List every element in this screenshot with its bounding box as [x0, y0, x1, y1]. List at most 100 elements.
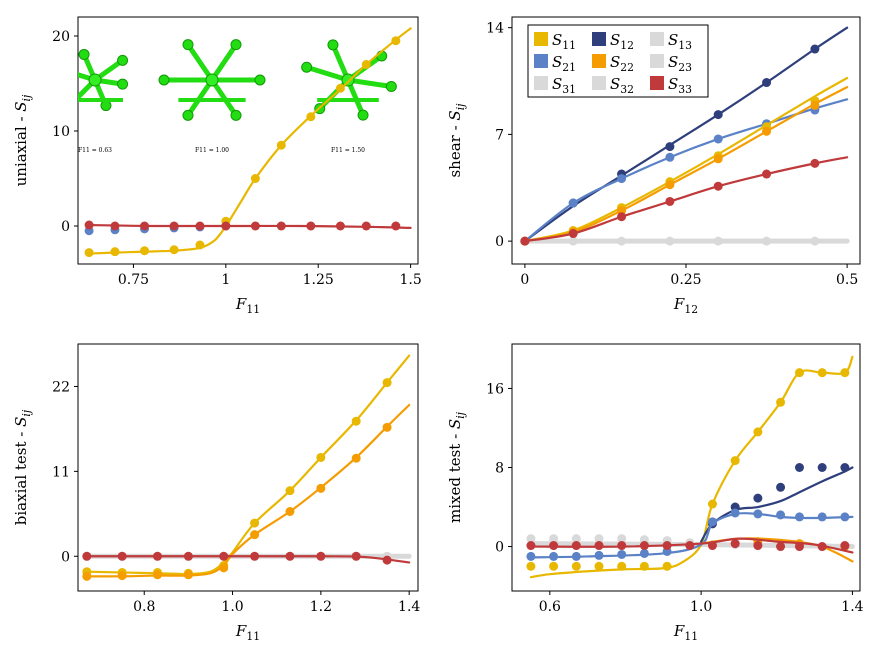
x-tick-label: 0.8: [133, 599, 155, 615]
legend-swatch-S13: [650, 32, 664, 46]
legend: S11 S12 S13 S21 S22 S23 S31 S32 S33: [527, 24, 709, 98]
data-point-S21: [571, 551, 581, 561]
data-point-S22: [219, 563, 229, 573]
data-point-S33: [753, 541, 763, 551]
data-point-S12: [753, 493, 763, 503]
lattice-hub: [341, 73, 355, 87]
data-point-S33: [549, 541, 559, 551]
data-point-S22: [665, 180, 675, 190]
data-point-S13: [594, 534, 604, 544]
data-point-S12: [665, 142, 675, 152]
plot-area: F11 = 0.63 F11 = 1.00 F11 = 1.50: [78, 27, 412, 258]
legend-label-S23: S23: [668, 53, 692, 74]
data-point-S33: [285, 551, 295, 561]
inset-label: F11 = 1.00: [195, 147, 229, 154]
legend-label-S33: S33: [668, 75, 692, 96]
x-tick-label: 0.25: [670, 272, 701, 288]
data-point-S22: [810, 100, 820, 110]
data-point-S33: [571, 541, 581, 551]
legend-box: [527, 24, 709, 98]
lattice-node: [100, 100, 112, 112]
y-tick-label: 10: [52, 124, 70, 140]
y-tick-label: 0: [495, 540, 504, 556]
legend-swatch-S32: [592, 76, 606, 90]
lattice-node: [182, 109, 194, 121]
x-tick-label: 1.0: [221, 599, 243, 615]
data-point-S11: [753, 427, 763, 437]
legend-swatch-S31: [534, 76, 548, 90]
data-point-S21: [794, 512, 804, 522]
series-S33: [84, 220, 412, 231]
data-point-S33: [730, 539, 740, 549]
legend-swatch-S21: [534, 54, 548, 68]
data-point-S13: [571, 534, 581, 544]
lattice-node: [230, 39, 242, 51]
data-point-S11: [571, 561, 581, 571]
series-S33: [526, 537, 854, 554]
x-tick-label: 1: [221, 272, 230, 288]
lattice-strut: [345, 77, 394, 89]
x-tick-label: 1.5: [399, 272, 421, 288]
data-point-S33: [617, 212, 627, 222]
lattice-inset: F11 = 0.63: [78, 48, 129, 154]
data-point-S13: [665, 236, 675, 246]
legend-label-S21: S21: [552, 53, 576, 74]
lattice-strut: [209, 77, 239, 118]
legend-swatch-S11: [534, 32, 548, 46]
data-point-S11: [250, 518, 260, 528]
lattice-node: [230, 109, 242, 121]
plot-area: [82, 354, 412, 581]
x-tick-label: 1.4: [841, 599, 863, 615]
lattice-hub: [88, 73, 102, 87]
data-point-S11: [195, 240, 205, 250]
data-point-S11: [794, 368, 804, 378]
data-point-S11: [110, 247, 120, 257]
data-point-S33: [662, 541, 672, 551]
data-point-S33: [382, 555, 392, 565]
data-point-S13: [568, 236, 578, 246]
x-tick-label: 0.75: [118, 272, 149, 288]
lattice-hub: [205, 73, 219, 87]
x-axis-label: F12: [673, 295, 698, 316]
data-point-S12: [840, 463, 850, 472]
x-tick-label: 1.4: [398, 599, 420, 615]
lattice-node: [182, 39, 194, 51]
data-point-S33: [316, 551, 326, 561]
data-point-S11: [391, 36, 401, 46]
data-point-S33: [520, 236, 530, 246]
legend-swatch-S33: [650, 76, 664, 90]
data-point-S11: [707, 499, 717, 509]
y-tick-label: 11: [52, 464, 70, 480]
legend-label-S12: S12: [610, 31, 634, 52]
data-point-S33: [335, 221, 345, 231]
data-point-S13: [617, 534, 627, 544]
plot-area: [526, 355, 855, 579]
legend-swatch-S22: [592, 54, 606, 68]
data-point-S13: [549, 534, 559, 544]
series-S21: [526, 508, 854, 561]
y-axis-label: uniaxial - Sij: [12, 94, 33, 186]
lattice-strut: [185, 77, 215, 118]
series-line-S11: [87, 27, 412, 255]
data-point-S21: [617, 549, 627, 559]
data-point-S33: [776, 542, 786, 552]
data-point-S33: [84, 220, 94, 230]
data-point-S11: [549, 561, 559, 571]
data-point-S21: [639, 548, 649, 558]
data-point-S12: [713, 110, 723, 120]
legend-label-S22: S22: [610, 53, 634, 74]
x-tick-label: 0: [520, 272, 529, 288]
data-point-S11: [594, 561, 604, 571]
data-point-S13: [617, 236, 627, 246]
data-point-S11: [817, 368, 827, 378]
data-point-S11: [351, 416, 361, 426]
data-point-S33: [794, 542, 804, 552]
data-point-S22: [152, 570, 162, 580]
data-point-S33: [276, 221, 286, 231]
lattice-inset: F11 = 1.00: [158, 39, 266, 154]
data-point-S33: [568, 229, 578, 239]
data-point-S12: [810, 44, 820, 54]
plot-frame: [77, 16, 419, 265]
data-point-S13: [810, 236, 820, 246]
data-point-S21: [665, 152, 675, 162]
